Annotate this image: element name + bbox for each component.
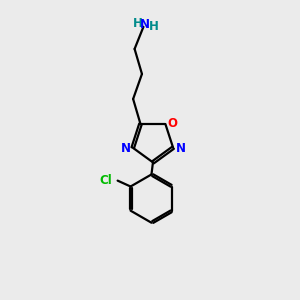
Text: H: H	[149, 20, 159, 33]
Text: N: N	[176, 142, 185, 155]
Text: H: H	[133, 17, 143, 30]
Text: N: N	[140, 18, 150, 31]
Text: Cl: Cl	[99, 174, 112, 187]
Text: N: N	[120, 142, 130, 155]
Text: O: O	[168, 117, 178, 130]
